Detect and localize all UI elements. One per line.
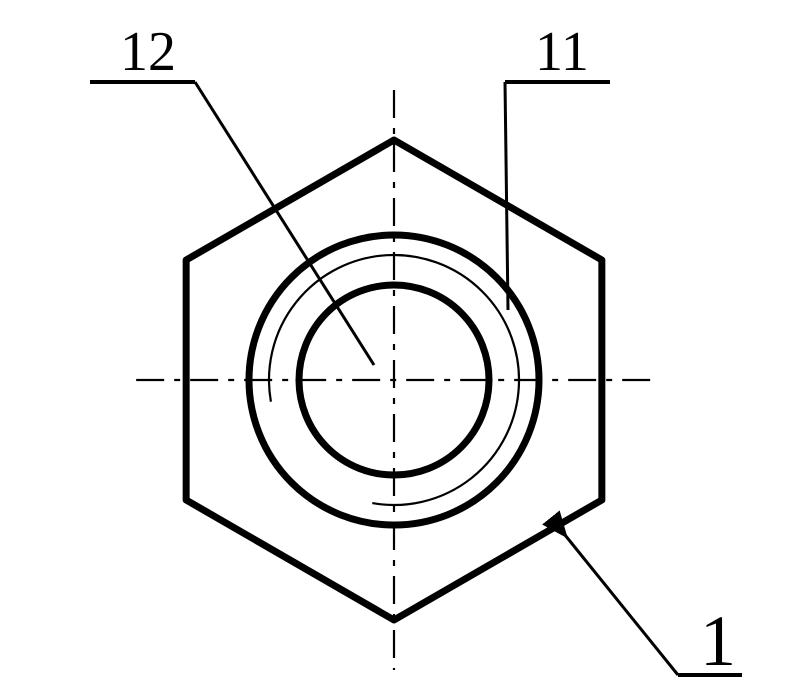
label_1-text: 1 [700, 601, 736, 681]
label_12-leader [195, 82, 374, 365]
label_1-leader [565, 535, 678, 675]
label_11-leader [505, 82, 508, 310]
diagram-svg: 12111 [0, 0, 788, 695]
diagram-root: 12111 [0, 0, 788, 695]
label_12-text: 12 [120, 21, 176, 83]
label_11-text: 11 [535, 21, 589, 83]
